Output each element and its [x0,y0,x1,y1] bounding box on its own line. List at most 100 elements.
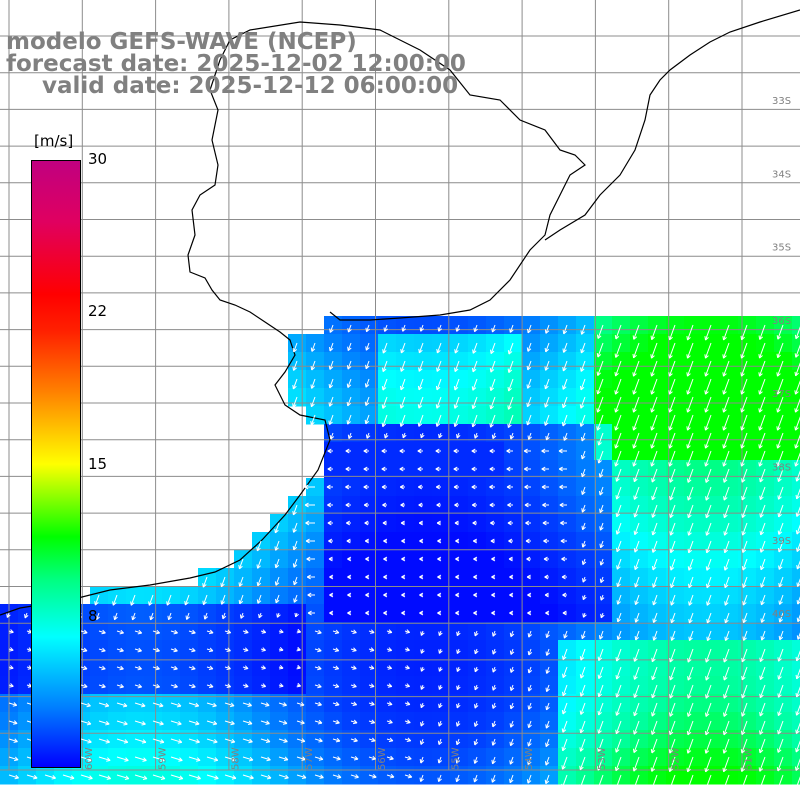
wind-arrow-head [615,547,618,552]
wind-arrow-head [580,367,582,372]
wind-arrow [758,414,766,431]
wind-arrow-head [669,731,674,736]
wind-arrow-head [633,530,636,535]
wind-arrow [723,648,730,663]
wind-arrow-head [650,748,653,754]
wind-arrow-head [794,785,797,790]
wind-arrow-head [776,785,779,790]
wind-arrow-head [633,657,635,662]
wind-arrow-head [405,631,410,634]
wind-arrow-head [670,618,672,623]
wind-arrow-head [724,601,726,606]
wind-arrow-head [155,632,160,635]
wind-arrow-head [265,702,270,706]
wind-arrow-head [471,450,476,454]
wind-arrow-head [337,756,341,760]
wind-arrow-head [506,468,511,472]
wind-arrow-head [474,650,479,655]
wind-arrow [454,342,460,354]
wind-arrow-head [741,355,745,359]
wind-cell [792,622,800,641]
wind-arrow-head [545,385,549,390]
wind-arrow-head [687,514,692,519]
wind-arrow-head [778,496,782,500]
wind-arrow-head [723,355,727,359]
wind-arrow-head [509,704,512,709]
wind-arrow [687,702,694,717]
wind-arrow-head [279,685,284,688]
wind-arrow [98,756,111,761]
wind-arrow-head [686,730,689,735]
wind-arrow [758,378,766,395]
wind-arrow-head [545,633,548,638]
wind-arrow-head [615,409,619,413]
wind-cell [540,496,559,515]
wind-arrow-head [561,574,566,578]
wind-arrow-head [437,327,440,332]
wind-arrow-head [633,749,638,754]
wind-arrow-head [437,574,442,578]
wind-arrow [632,414,640,431]
wind-arrow-head [156,629,161,634]
wind-arrow-head [365,327,368,332]
wind-arrow-head [581,525,584,530]
wind-arrow [474,324,478,332]
wind-arrow-head [796,730,800,734]
wind-arrow-head [436,504,441,508]
wind-arrow-head [705,513,707,518]
wind-arrow [314,648,322,652]
wind-arrow-head [669,566,672,571]
wind-arrow-head [148,601,150,606]
wind-arrow-head [454,502,459,506]
wind-arrow-head [328,365,331,370]
wind-arrow-head [307,594,312,598]
wind-arrow-head [597,710,600,716]
wind-arrow [722,360,730,377]
wind-arrow-head [546,436,550,441]
wind-arrow-head [473,740,476,746]
wind-arrow-head [509,574,514,578]
wind-arrow-head [634,676,638,680]
wind-arrow-head [400,522,405,526]
wind-arrow [148,594,154,606]
wind-arrow-head [435,486,440,490]
wind-arrow-head [123,723,128,726]
wind-arrow-head [159,705,164,708]
wind-arrow-head [759,712,764,717]
wind-arrow [454,396,460,409]
wind-cell [486,478,505,497]
wind-arrow-head [704,372,706,377]
wind-arrow-head [492,687,497,691]
wind-arrow [490,414,496,428]
wind-arrow-head [599,474,604,478]
wind-arrow-head [173,668,178,671]
wind-arrow [293,594,298,603]
wind-arrow-head [435,468,440,472]
wind-arrow-head [545,780,550,785]
wind-arrow-head [330,436,335,440]
wind-arrow-head [318,665,322,670]
wind-arrow-head [759,355,763,359]
wind-arrow [597,324,604,339]
wind-arrow-head [527,723,530,728]
wind-arrow-head [582,595,584,600]
wind-arrow-head [383,540,388,544]
wind-arrow-head [191,668,196,671]
wind-arrow-head [10,629,14,633]
wind-arrow-head [761,601,765,606]
wind-arrow-head [633,391,637,395]
wind-arrow-head [670,636,673,641]
wind-arrow [633,468,640,482]
wind-arrow [723,684,730,699]
wind-arrow-head [544,366,547,371]
wind-arrow [688,540,694,554]
wind-arrow-head [407,776,412,779]
wind-arrow-head [651,336,655,341]
wind-arrow-head [408,755,412,760]
wind-arrow-head [363,448,368,452]
wind-arrow-head [778,531,783,535]
wind-arrow [777,324,784,340]
model-title: modelo GEFS-WAVE (NCEP) [6,29,357,55]
wind-arrow-head [705,409,709,413]
wind-arrow [526,414,532,426]
